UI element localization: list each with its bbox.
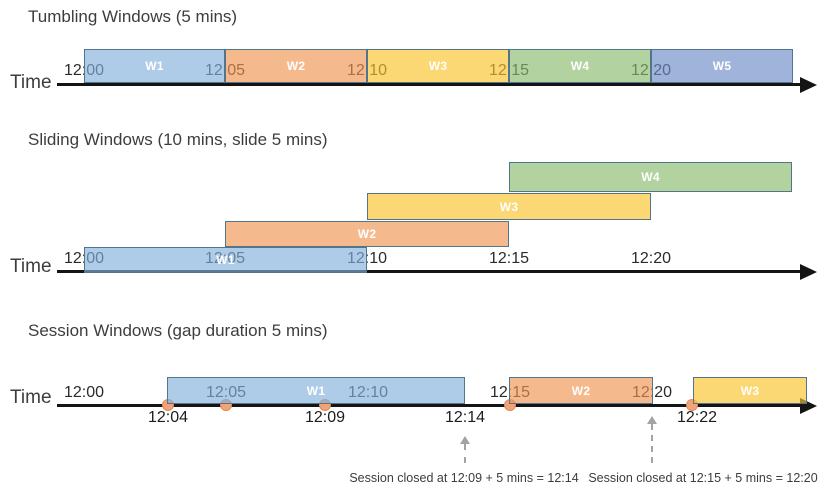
event-time-label: 12:04 — [147, 409, 189, 426]
time-axis-line — [57, 83, 803, 86]
window-label: W2 — [286, 59, 306, 73]
window-box-w3: W3 — [367, 49, 509, 83]
axis-arrowhead-icon — [800, 264, 817, 280]
window-box-w3: W3 — [693, 377, 807, 404]
window-label: W3 — [740, 383, 760, 398]
window-label: W4 — [641, 170, 660, 184]
window-label: W3 — [428, 59, 448, 73]
tick-label: 12:20 — [630, 250, 672, 267]
dashed-up-arrow-icon — [460, 436, 470, 444]
window-label: W1 — [216, 253, 235, 267]
window-label: W4 — [570, 59, 590, 73]
window-box-w2: W2 — [225, 221, 509, 247]
section-title-tumbling: Tumbling Windows (5 mins) — [28, 7, 238, 26]
window-box-w2: W2 — [225, 49, 367, 83]
dashed-arrow-line — [651, 424, 653, 463]
window-box-w4: W4 — [509, 162, 792, 192]
axis-arrowhead-icon — [800, 77, 817, 93]
window-box-w3: W3 — [367, 193, 651, 220]
window-box-w2: W2 — [509, 377, 653, 404]
section-title-session: Session Windows (gap duration 5 mins) — [28, 321, 328, 340]
annotation-text: Session closed at 12:09 + 5 mins = 12:14 — [349, 471, 579, 485]
window-box-w1: W1 — [84, 247, 367, 273]
section-title-sliding: Sliding Windows (10 mins, slide 5 mins) — [28, 130, 328, 149]
window-label: W1 — [306, 383, 326, 398]
window-box-w4: W4 — [509, 49, 651, 83]
window-label: W2 — [357, 227, 377, 241]
window-label: W2 — [571, 383, 591, 398]
window-label: W5 — [712, 59, 732, 73]
time-axis-label: Time — [10, 256, 52, 277]
tick-label: 12:00 — [63, 384, 105, 401]
dashed-arrow-line — [464, 444, 466, 463]
event-time-label: 12:09 — [304, 409, 346, 426]
tick-label: 12:15 — [488, 250, 530, 267]
annotation-text: Session closed at 12:15 + 5 mins = 12:20 — [588, 471, 818, 485]
event-time-label: 12:22 — [676, 409, 718, 426]
event-time-label: 12:14 — [444, 409, 486, 426]
window-label: W1 — [145, 59, 164, 73]
time-axis-line — [57, 270, 803, 273]
dashed-up-arrow-icon — [647, 416, 657, 424]
window-box-w1: W1 — [167, 377, 465, 404]
window-box-w5: W5 — [651, 49, 793, 83]
window-box-w1: W1 — [84, 49, 225, 83]
time-axis-label: Time — [10, 72, 52, 93]
window-label: W3 — [499, 199, 519, 214]
time-axis-line — [57, 404, 803, 407]
time-axis-label: Time — [10, 387, 52, 408]
